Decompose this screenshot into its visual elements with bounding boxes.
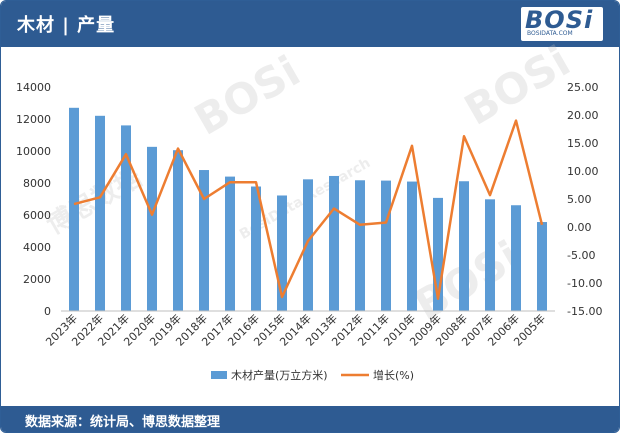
right-tick-label: 20.00	[567, 109, 599, 122]
bar-2013年	[329, 175, 339, 311]
right-tick-label: 25.00	[567, 81, 599, 94]
growth-line	[73, 119, 544, 300]
bar-2018年	[199, 170, 209, 311]
right-tick-label: 15.00	[567, 137, 599, 150]
bar-2007年	[485, 199, 495, 311]
left-tick-label: 10000	[16, 145, 51, 158]
bar-2023年	[69, 107, 79, 311]
left-tick-label: 8000	[23, 177, 51, 190]
bar-2017年	[225, 176, 235, 311]
legend-swatch-bar	[211, 371, 227, 379]
x-axis-labels: 2023年2022年2021年2020年2019年2018年2017年2016年…	[43, 311, 548, 348]
bar-2006年	[511, 205, 521, 311]
data-source: 数据来源：统计局、博思数据整理	[25, 415, 221, 430]
bar-2008年	[459, 181, 469, 311]
right-tick-label: -5.00	[567, 249, 595, 262]
right-tick-label: -15.00	[567, 305, 602, 318]
left-tick-label: 0	[44, 305, 51, 318]
left-tick-label: 6000	[23, 209, 51, 222]
left-tick-label: 4000	[23, 241, 51, 254]
brand-logo: BOSi BOSIDATA.COM	[521, 6, 603, 41]
right-axis-ticks: -15.00 -10.00 -5.00 0.00 5.00 10.00 15.00 20.00…	[567, 81, 602, 318]
right-tick-label: -10.00	[567, 277, 602, 290]
bar-2011年	[381, 180, 391, 311]
bar-2009年	[433, 197, 443, 311]
right-tick-label: 10.00	[567, 165, 599, 178]
logo-text: BOSi	[525, 6, 594, 34]
bar-2015年	[277, 195, 287, 311]
right-tick-label: 0.00	[567, 221, 592, 234]
bar-series	[69, 107, 547, 312]
bar-2022年	[95, 115, 105, 311]
header-bar: 木材 | 产量 BOSi BOSIDATA.COM	[1, 1, 619, 47]
page-title: 木材 | 产量	[17, 15, 116, 36]
bar-2020年	[147, 146, 157, 311]
legend-label-bar: 木材产量(万立方米)	[231, 368, 328, 382]
left-axis-ticks: 0 2000 4000 6000 8000 10000 12000 14000	[16, 81, 51, 318]
bar-2014年	[303, 179, 313, 311]
bar-2012年	[355, 180, 365, 311]
left-tick-label: 12000	[16, 113, 51, 126]
footer-bar: 数据来源：统计局、博思数据整理	[1, 406, 619, 432]
bar-2005年	[537, 222, 547, 311]
bar-2021年	[121, 125, 131, 312]
right-tick-label: 5.00	[567, 193, 592, 206]
legend-label-line: 增长(%)	[373, 368, 414, 382]
logo-subtext: BOSIDATA.COM	[527, 30, 573, 37]
bar-2010年	[407, 181, 417, 311]
bar-2016年	[251, 186, 261, 311]
bar-2019年	[173, 150, 183, 311]
legend: 木材产量(万立方米) 增长(%)	[211, 368, 414, 382]
left-tick-label: 14000	[16, 81, 51, 94]
left-tick-label: 2000	[23, 273, 51, 286]
